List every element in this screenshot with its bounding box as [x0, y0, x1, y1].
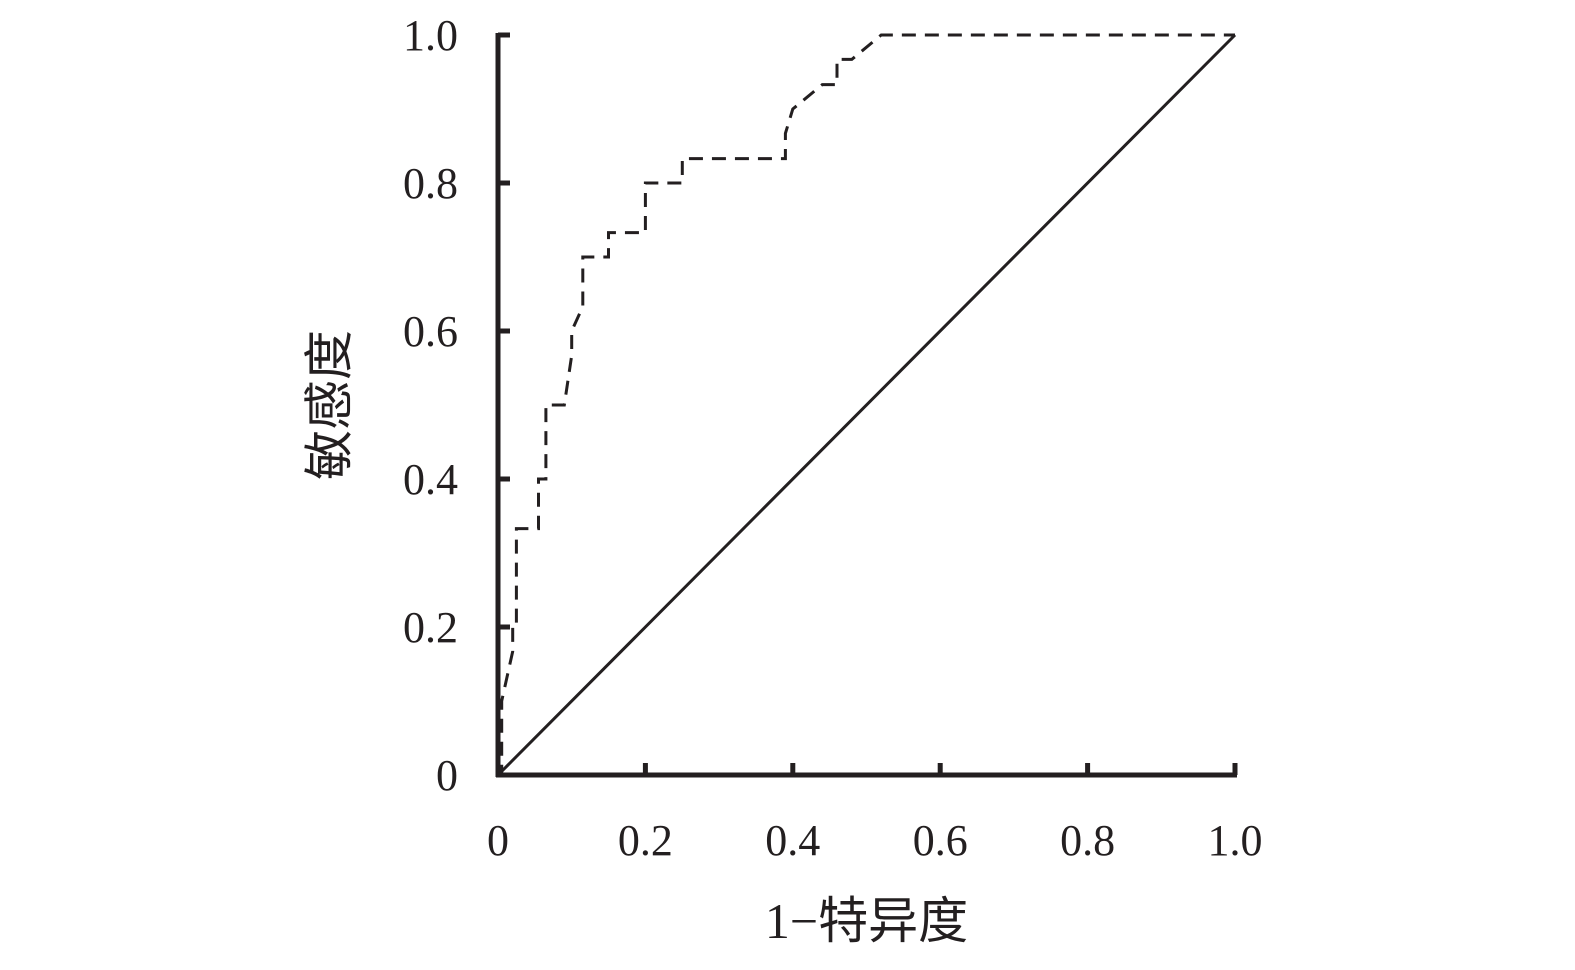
y-tick-label: 0 [436, 751, 458, 800]
x-tick-label: 0.4 [765, 816, 820, 865]
roc-curve-dashed [498, 33, 1235, 777]
y-tick-label: 1.0 [403, 11, 458, 60]
y-tick-label: 0.8 [403, 159, 458, 208]
plot-curves [496, 33, 1237, 777]
y-tick-label: 0.4 [403, 455, 458, 504]
y-tick-label: 0.2 [403, 603, 458, 652]
x-tick-label: 0 [487, 816, 509, 865]
x-axis-title: 1−特异度 [765, 893, 968, 949]
y-axis-title: 敏感度 [301, 330, 357, 480]
x-tick-label: 0.8 [1060, 816, 1115, 865]
axis-ticks [495, 32, 1238, 778]
x-tick-label: 1.0 [1208, 816, 1263, 865]
x-tick-label: 0.2 [618, 816, 673, 865]
reference-diagonal-line [496, 33, 1237, 777]
y-tick-label: 0.6 [403, 307, 458, 356]
x-tick-label: 0.6 [913, 816, 968, 865]
tick-labels: 0 0.2 0.4 0.6 0.8 1.0 0 0.2 0.4 0.6 0.8 1.0 [403, 11, 1263, 865]
